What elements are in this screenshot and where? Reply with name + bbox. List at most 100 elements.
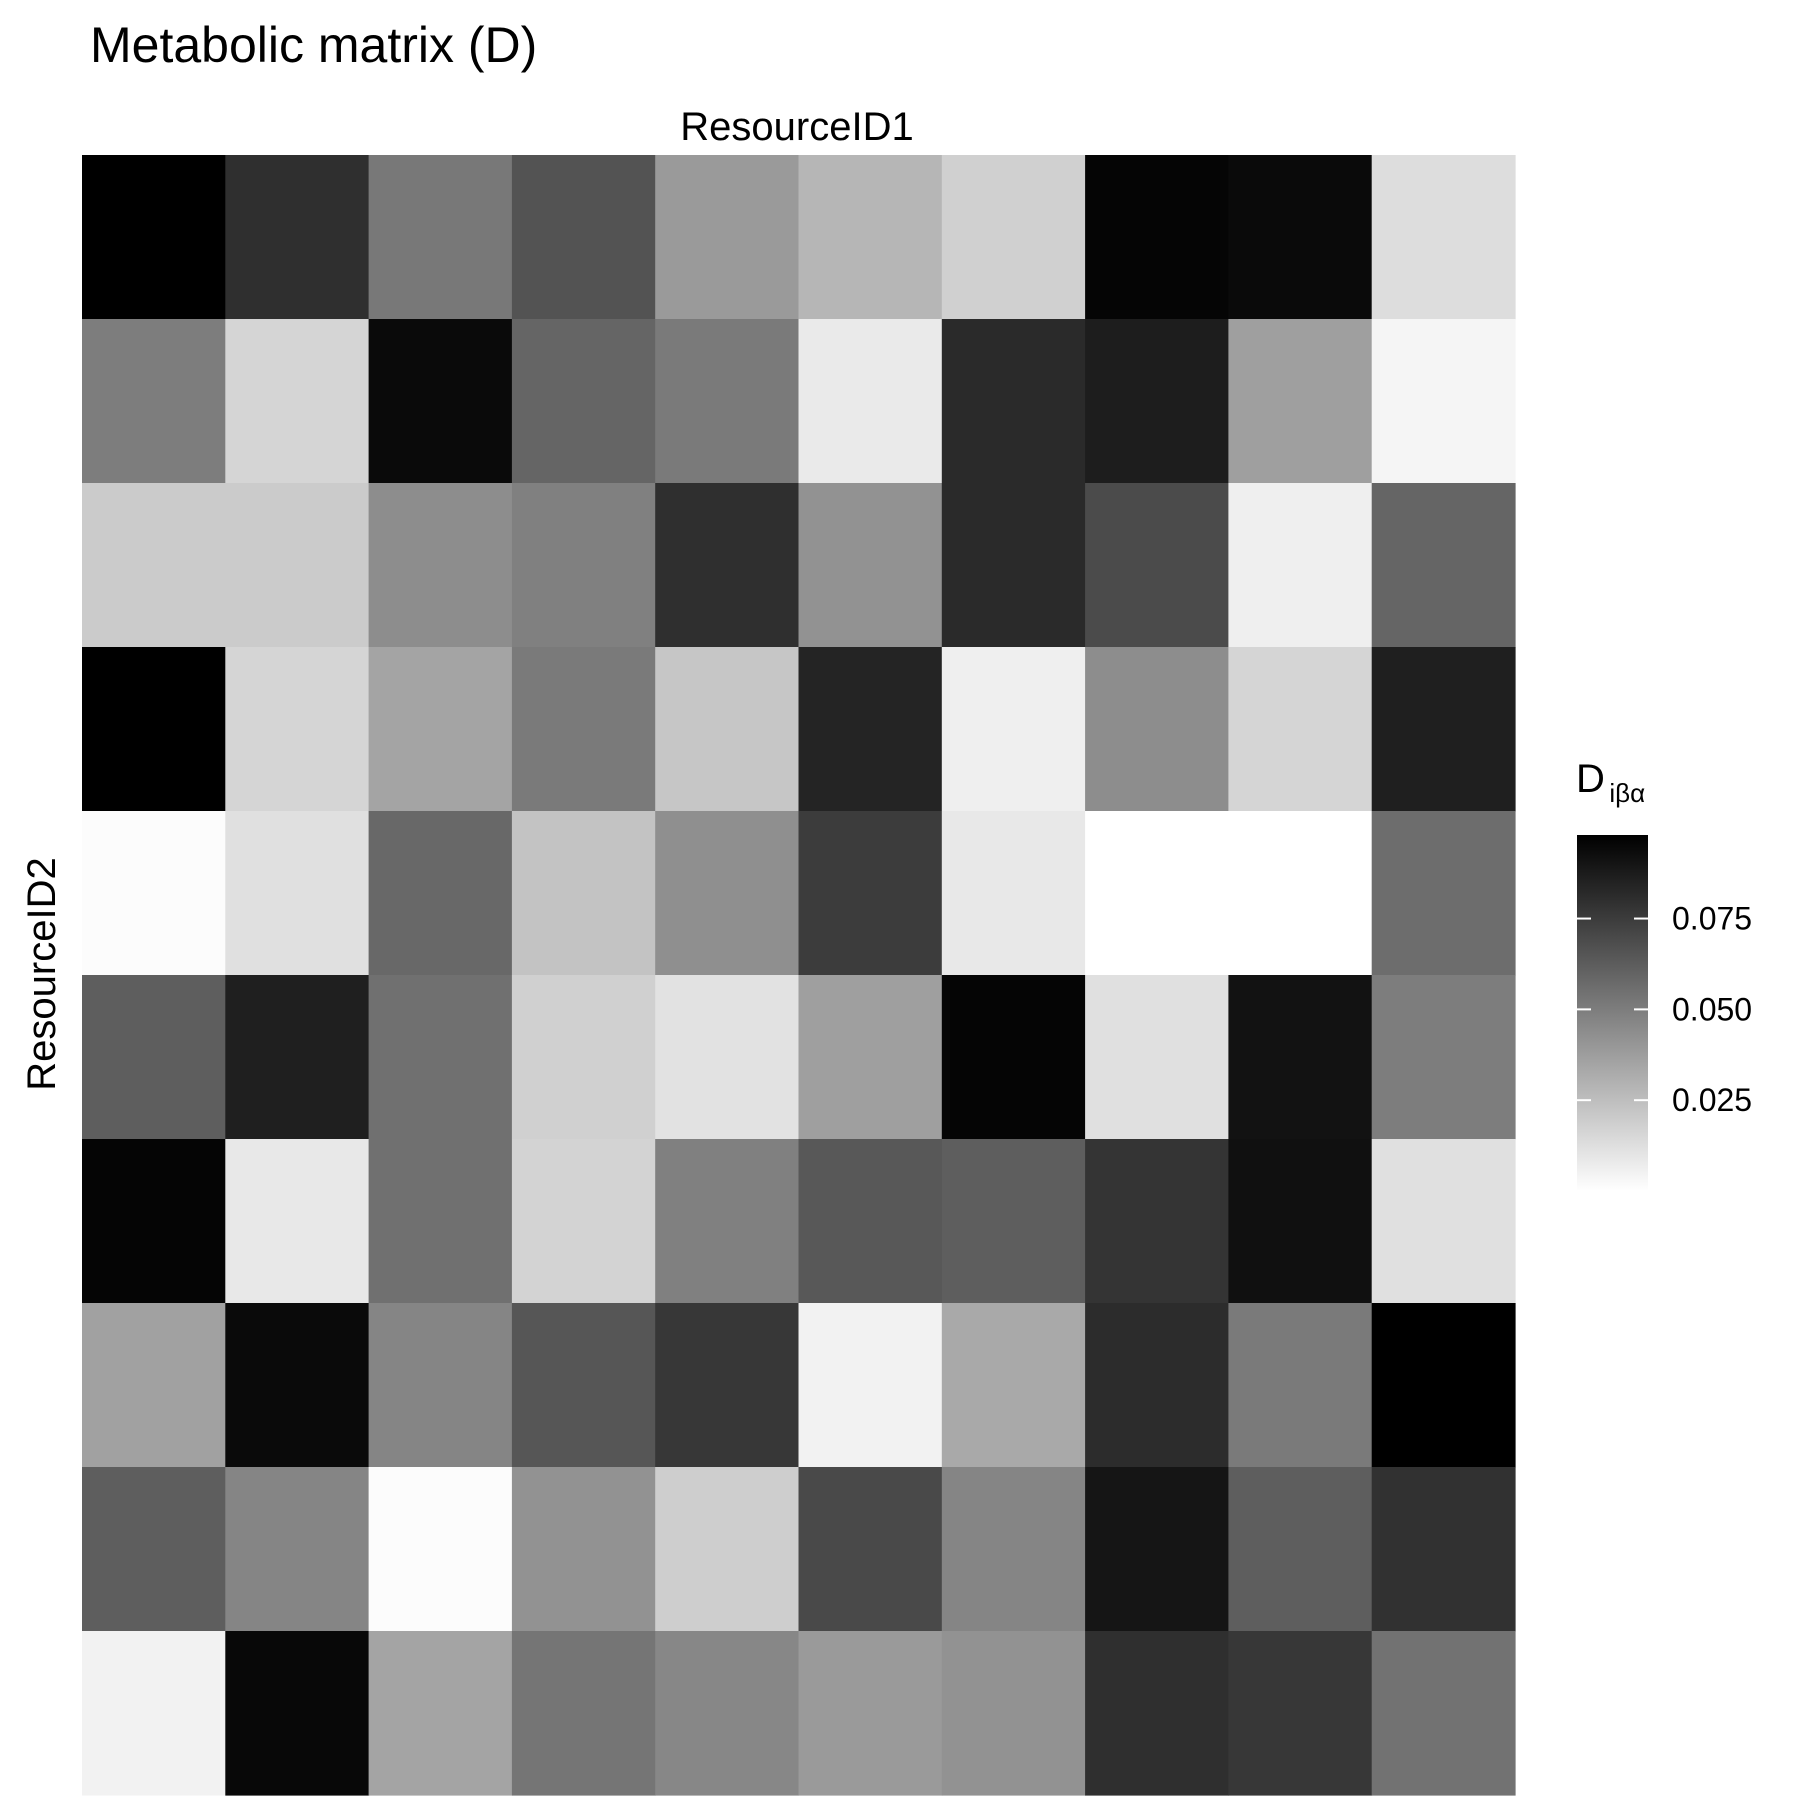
heatmap-cell-r10-c1 <box>82 1631 226 1796</box>
heatmap-cell-r1-c2 <box>225 155 370 320</box>
heatmap-cell-r1-c6 <box>798 155 943 320</box>
heatmap-cell-r4-c1 <box>82 647 226 812</box>
heatmap-cell-r4-c5 <box>655 647 800 812</box>
heatmap-cell-r8-c1 <box>82 1303 226 1468</box>
heatmap-cell-r5-c4 <box>511 811 656 976</box>
legend: D iβα 0.025 0.050 0.075 <box>1576 757 1752 1191</box>
heatmap-cell-r3-c8 <box>1085 483 1229 648</box>
heatmap-cell-r9-c10 <box>1371 1467 1516 1632</box>
heatmap-cell-r2-c4 <box>511 319 656 484</box>
heatmap-cell-r1-c10 <box>1371 155 1516 320</box>
heatmap-cell-r6-c3 <box>368 975 513 1140</box>
heatmap-cell-r5-c1 <box>82 811 226 976</box>
heatmap-cell-r10-c8 <box>1085 1631 1229 1796</box>
heatmap-cell-r10-c6 <box>798 1631 943 1796</box>
heatmap-cell-r1-c9 <box>1228 155 1373 320</box>
heatmap-cell-r7-c1 <box>82 1139 226 1304</box>
heatmap-cell-r5-c7 <box>941 811 1086 976</box>
legend-tick-label: 0.075 <box>1672 901 1752 937</box>
legend-title: D iβα <box>1576 757 1645 808</box>
heatmap-cell-r10-c9 <box>1228 1631 1373 1796</box>
heatmap-cells <box>82 155 1516 1796</box>
heatmap-cell-r2-c5 <box>655 319 800 484</box>
heatmap-cell-r7-c8 <box>1085 1139 1229 1304</box>
heatmap-cell-r8-c10 <box>1371 1303 1516 1468</box>
heatmap-cell-r6-c6 <box>798 975 943 1140</box>
heatmap-cell-r5-c9 <box>1228 811 1373 976</box>
heatmap-cell-r6-c8 <box>1085 975 1229 1140</box>
heatmap-cell-r1-c4 <box>511 155 656 320</box>
heatmap-cell-r5-c8 <box>1085 811 1229 976</box>
heatmap-cell-r4-c9 <box>1228 647 1373 812</box>
heatmap-cell-r2-c9 <box>1228 319 1373 484</box>
heatmap-cell-r4-c8 <box>1085 647 1229 812</box>
heatmap-cell-r3-c4 <box>511 483 656 648</box>
heatmap-cell-r2-c1 <box>82 319 226 484</box>
heatmap-cell-r1-c7 <box>941 155 1086 320</box>
heatmap-cell-r7-c3 <box>368 1139 513 1304</box>
heatmap-cell-r7-c5 <box>655 1139 800 1304</box>
heatmap-cell-r6-c5 <box>655 975 800 1140</box>
heatmap-cell-r2-c6 <box>798 319 943 484</box>
heatmap-cell-r3-c6 <box>798 483 943 648</box>
heatmap-cell-r10-c5 <box>655 1631 800 1796</box>
legend-title-main: D <box>1576 757 1605 801</box>
heatmap-cell-r5-c3 <box>368 811 513 976</box>
heatmap-cell-r2-c3 <box>368 319 513 484</box>
legend-ticks: 0.025 0.050 0.075 <box>1577 901 1752 1118</box>
heatmap-cell-r8-c3 <box>368 1303 513 1468</box>
heatmap-cell-r2-c7 <box>941 319 1086 484</box>
heatmap-cell-r3-c3 <box>368 483 513 648</box>
heatmap-cell-r1-c5 <box>655 155 800 320</box>
heatmap-cell-r9-c5 <box>655 1467 800 1632</box>
heatmap-cell-r6-c4 <box>511 975 656 1140</box>
heatmap-cell-r9-c8 <box>1085 1467 1229 1632</box>
heatmap-cell-r8-c5 <box>655 1303 800 1468</box>
heatmap-cell-r7-c10 <box>1371 1139 1516 1304</box>
heatmap-cell-r9-c9 <box>1228 1467 1373 1632</box>
heatmap-cell-r1-c8 <box>1085 155 1229 320</box>
heatmap-cell-r2-c8 <box>1085 319 1229 484</box>
heatmap-cell-r9-c6 <box>798 1467 943 1632</box>
heatmap-cell-r4-c2 <box>225 647 370 812</box>
heatmap-cell-r6-c7 <box>941 975 1086 1140</box>
heatmap-cell-r6-c10 <box>1371 975 1516 1140</box>
heatmap-cell-r7-c7 <box>941 1139 1086 1304</box>
heatmap-cell-r10-c4 <box>511 1631 656 1796</box>
heatmap-cell-r9-c3 <box>368 1467 513 1632</box>
heatmap-cell-r8-c2 <box>225 1303 370 1468</box>
heatmap-cell-r5-c6 <box>798 811 943 976</box>
heatmap-cell-r3-c2 <box>225 483 370 648</box>
heatmap-cell-r1-c1 <box>82 155 226 320</box>
heatmap-cell-r7-c4 <box>511 1139 656 1304</box>
heatmap-cell-r10-c3 <box>368 1631 513 1796</box>
heatmap-cell-r6-c1 <box>82 975 226 1140</box>
heatmap-cell-r9-c2 <box>225 1467 370 1632</box>
heatmap-cell-r7-c9 <box>1228 1139 1373 1304</box>
heatmap-cell-r3-c9 <box>1228 483 1373 648</box>
heatmap-cell-r2-c2 <box>225 319 370 484</box>
heatmap-cell-r4-c7 <box>941 647 1086 812</box>
heatmap-cell-r2-c10 <box>1371 319 1516 484</box>
legend-title-subscript: iβα <box>1609 778 1645 808</box>
heatmap-cell-r4-c4 <box>511 647 656 812</box>
heatmap-cell-r5-c5 <box>655 811 800 976</box>
heatmap-cell-r6-c2 <box>225 975 370 1140</box>
heatmap-cell-r3-c5 <box>655 483 800 648</box>
heatmap-cell-r3-c10 <box>1371 483 1516 648</box>
heatmap-cell-r7-c2 <box>225 1139 370 1304</box>
heatmap-cell-r10-c2 <box>225 1631 370 1796</box>
heatmap-cell-r9-c7 <box>941 1467 1086 1632</box>
heatmap-cell-r8-c8 <box>1085 1303 1229 1468</box>
x-axis-title: ResourceID1 <box>680 105 913 149</box>
heatmap-cell-r8-c4 <box>511 1303 656 1468</box>
heatmap-cell-r4-c3 <box>368 647 513 812</box>
legend-tick-label: 0.050 <box>1672 991 1752 1027</box>
heatmap-cell-r9-c1 <box>82 1467 226 1632</box>
heatmap-cell-r10-c7 <box>941 1631 1086 1796</box>
heatmap-cell-r4-c10 <box>1371 647 1516 812</box>
heatmap-cell-r4-c6 <box>798 647 943 812</box>
legend-colorbar <box>1577 835 1648 1191</box>
heatmap-cell-r9-c4 <box>511 1467 656 1632</box>
